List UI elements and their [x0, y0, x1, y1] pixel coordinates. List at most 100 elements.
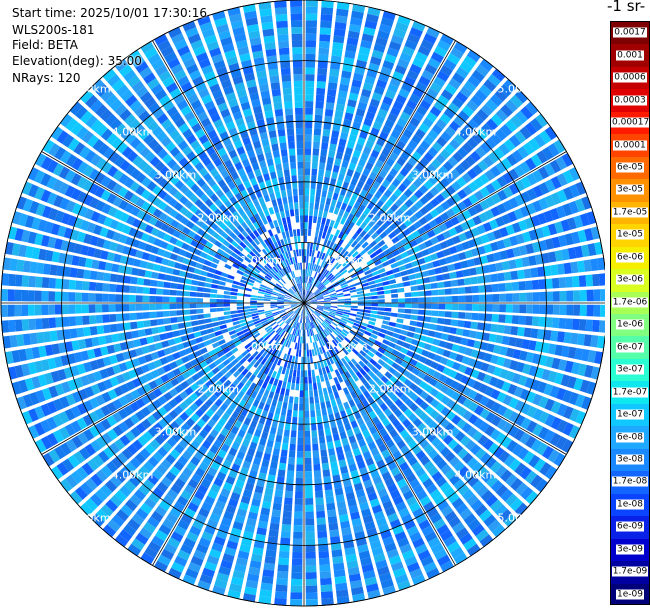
ppi-bin — [484, 313, 493, 322]
ppi-bin — [305, 298, 310, 302]
ppi-bin — [264, 375, 271, 383]
ppi-bin — [168, 567, 182, 580]
ppi-bin — [165, 331, 174, 339]
ppi-bin — [404, 398, 414, 408]
ppi-bin — [288, 289, 294, 295]
ppi-bin — [290, 168, 297, 176]
ppi-bin — [333, 28, 346, 37]
ppi-bin — [411, 297, 419, 303]
ppi-bin — [514, 400, 525, 412]
ppi-bin — [462, 452, 474, 464]
ppi-bin — [278, 204, 284, 212]
ppi-bin — [346, 429, 354, 438]
ppi-bin — [396, 318, 404, 324]
ppi-bin — [397, 246, 406, 254]
ppi-bin — [326, 284, 334, 290]
ppi-bin — [69, 328, 78, 339]
ppi-bin — [118, 234, 128, 244]
ppi-bin — [182, 303, 190, 309]
ppi-bin — [143, 521, 156, 534]
ppi-bin — [80, 350, 90, 361]
ppi-bin — [306, 316, 309, 323]
ppi-bin — [161, 118, 173, 130]
ppi-bin — [214, 253, 223, 260]
ppi-bin — [265, 290, 272, 295]
ppi-bin — [298, 322, 301, 330]
ppi-bin — [146, 402, 157, 413]
ppi-bin — [236, 508, 247, 518]
ppi-bin — [137, 329, 146, 337]
ppi-bin — [157, 273, 166, 281]
ppi-bin — [232, 337, 240, 343]
ppi-bin — [305, 301, 311, 303]
ppi-bin — [494, 504, 508, 517]
ppi-bin — [285, 294, 292, 299]
ppi-bin — [70, 420, 82, 433]
ppi-bin — [328, 522, 339, 531]
ppi-bin — [407, 373, 417, 382]
ppi-bin — [338, 231, 344, 239]
ppi-bin — [367, 350, 375, 358]
ppi-bin — [318, 251, 323, 259]
ppi-bin — [59, 113, 73, 128]
ppi-bin — [158, 499, 171, 512]
ppi-bin — [377, 295, 385, 299]
ppi-bin — [289, 229, 294, 238]
ppi-bin — [76, 417, 88, 430]
ppi-bin — [331, 348, 337, 356]
ppi-bin — [314, 341, 319, 349]
ppi-bin — [563, 262, 572, 274]
ppi-bin — [322, 292, 330, 296]
ppi-bin — [485, 183, 496, 195]
ppi-bin — [320, 13, 333, 22]
ppi-bin — [128, 475, 141, 488]
ppi-bin — [477, 160, 489, 172]
ppi-bin — [203, 313, 211, 319]
ppi-bin — [429, 512, 443, 524]
ppi-bin — [517, 269, 525, 280]
ppi-bin — [265, 288, 273, 293]
ppi-bin — [393, 567, 407, 578]
ppi-bin — [111, 79, 125, 92]
ppi-bin — [245, 333, 253, 340]
ppi-bin — [90, 439, 102, 453]
ppi-bin — [292, 538, 303, 546]
ppi-bin — [105, 499, 119, 513]
ppi-bin — [499, 346, 508, 356]
ppi-bin — [425, 303, 432, 309]
ppi-bin — [52, 414, 64, 427]
ppi-bin — [388, 555, 402, 566]
ppi-bin — [566, 304, 574, 316]
ppi-bin — [276, 20, 288, 29]
ppi-bin — [433, 494, 446, 506]
ppi-bin — [201, 567, 215, 578]
ppi-bin — [349, 330, 357, 336]
ppi-bin — [294, 242, 299, 250]
ppi-bin — [369, 284, 377, 289]
ppi-bin — [479, 84, 492, 97]
ppi-bin — [328, 314, 335, 319]
ppi-bin — [305, 74, 315, 82]
ppi-bin — [304, 175, 310, 182]
ppi-bin — [376, 286, 384, 291]
ppi-bin — [240, 423, 249, 432]
ppi-bin — [151, 327, 159, 335]
ppi-bin — [317, 216, 322, 224]
ppi-bin — [234, 435, 243, 445]
ppi-bin — [479, 421, 490, 433]
ppi-bin — [369, 251, 378, 259]
ppi-bin — [359, 349, 367, 357]
ppi-bin — [305, 471, 313, 479]
ppi-bin — [139, 502, 153, 515]
ppi-bin — [372, 383, 381, 392]
ppi-bin — [305, 33, 317, 41]
ppi-bin — [256, 527, 267, 536]
ppi-bin — [47, 357, 57, 370]
ppi-bin — [363, 309, 371, 314]
ppi-bin — [291, 175, 297, 183]
ppi-bin — [228, 498, 239, 508]
ppi-bin — [243, 308, 251, 313]
ppi-bin — [451, 254, 460, 263]
ppi-bin — [550, 176, 562, 190]
ppi-bin — [309, 307, 315, 312]
